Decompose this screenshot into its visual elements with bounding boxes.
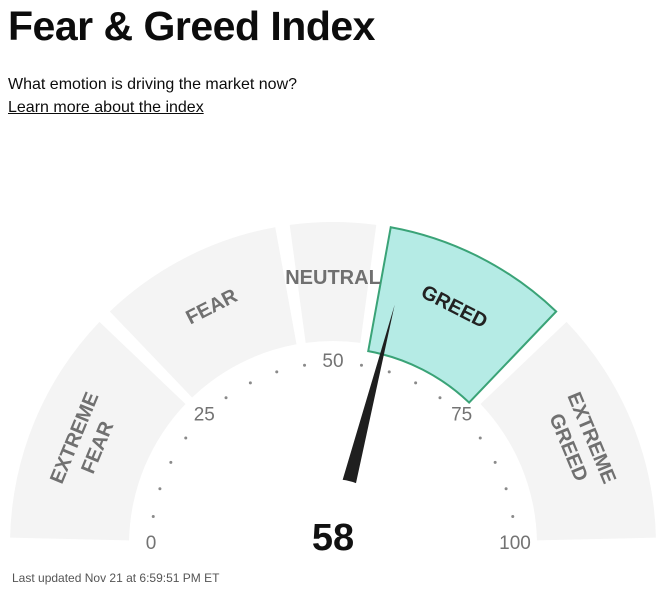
last-updated: Last updated Nov 21 at 6:59:51 PM ET [12, 571, 220, 585]
gauge-needle [341, 304, 395, 487]
gauge-tick-dot [504, 487, 508, 491]
gauge-segment-extreme-fear [10, 321, 186, 541]
gauge-label-neutral: NEUTRAL [285, 267, 381, 289]
gauge-tick-dot [303, 363, 307, 367]
gauge-tick-dot [414, 381, 418, 385]
gauge-segment-extreme-greed [480, 321, 656, 541]
gauge-tick-label: 50 [322, 351, 343, 372]
gauge-tick-dot [184, 436, 188, 440]
gauge-tick-dot [387, 370, 391, 374]
gauge-tick-dot [511, 515, 515, 519]
gauge-tick-dot [275, 370, 279, 374]
gauge-tick-dot [248, 381, 252, 385]
gauge-tick-dot [151, 515, 155, 519]
gauge-tick-dot [438, 396, 442, 400]
gauge-value: 58 [312, 517, 354, 559]
gauge-tick-dot [224, 396, 228, 400]
gauge-tick-dot [493, 460, 497, 464]
page-title: Fear & Greed Index [8, 3, 375, 49]
gauge-tick-label: 75 [451, 404, 472, 425]
gauge-tick-dot [359, 363, 363, 367]
gauge-tick-label: 25 [194, 404, 215, 425]
gauge-tick-dot [158, 487, 162, 491]
gauge-segment-greed-active [367, 226, 558, 404]
gauge-segment-fear [109, 227, 297, 398]
gauge-tick-label: 100 [499, 533, 531, 554]
gauge-tick-dot [169, 460, 173, 464]
gauge-tick-label: 0 [146, 533, 157, 554]
learn-more-link[interactable]: Learn more about the index [8, 99, 204, 116]
gauge-tick-dot [478, 436, 482, 440]
page-subtitle: What emotion is driving the market now? [8, 76, 298, 93]
gauge-value-disc [267, 479, 399, 604]
gauge-segment-neutral [289, 221, 377, 343]
